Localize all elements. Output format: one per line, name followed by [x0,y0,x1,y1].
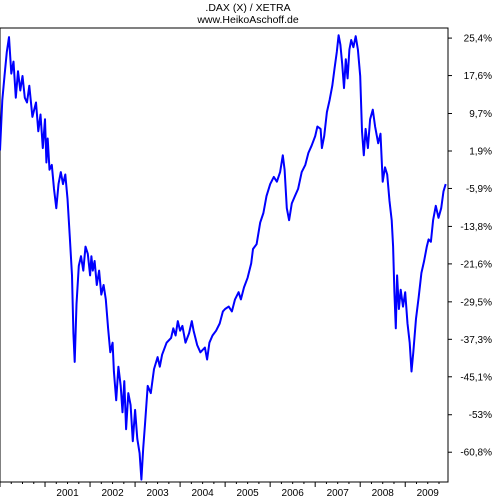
y-tick-label: -21,6% [460,259,492,270]
y-tick-label: 9,7% [469,109,492,120]
y-tick-label: 25,4% [464,34,492,45]
y-tick-label: -45,1% [460,372,492,383]
y-axis: 25,4% 17,6% 9,7% 1,9% -5,9% -13,8% -21,6% -29,5… [448,34,492,459]
x-axis: 2001 2002 2003 2004 2005 2006 2007 2008 2009 [0,482,440,499]
x-tick-label: 2001 [56,488,79,499]
x-tick-label: 2002 [101,488,124,499]
y-tick-label: -37,3% [460,335,492,346]
y-tick-label: -60,8% [460,448,492,459]
x-tick-label: 2009 [417,488,440,499]
y-tick-label: -13,8% [460,222,492,233]
y-tick-label: 1,9% [469,146,492,157]
y-tick-label: -5,9% [466,184,492,195]
x-tick-label: 2006 [282,488,305,499]
chart-subtitle: www.HeikoAschoff.de [196,14,299,26]
x-tick-label: 2007 [327,488,350,499]
chart-title: .DAX (X) / XETRA [205,2,290,14]
series-layer [0,34,447,481]
y-tick-label: -29,5% [460,297,492,308]
y-tick-label: -53% [469,410,492,421]
series-line [0,34,447,481]
plot-frame [0,27,449,483]
y-tick-label: 17,6% [464,71,492,82]
x-tick-label: 2004 [191,488,214,499]
x-tick-label: 2005 [237,488,260,499]
x-tick-label: 2008 [372,488,395,499]
x-tick-label: 2003 [146,488,169,499]
